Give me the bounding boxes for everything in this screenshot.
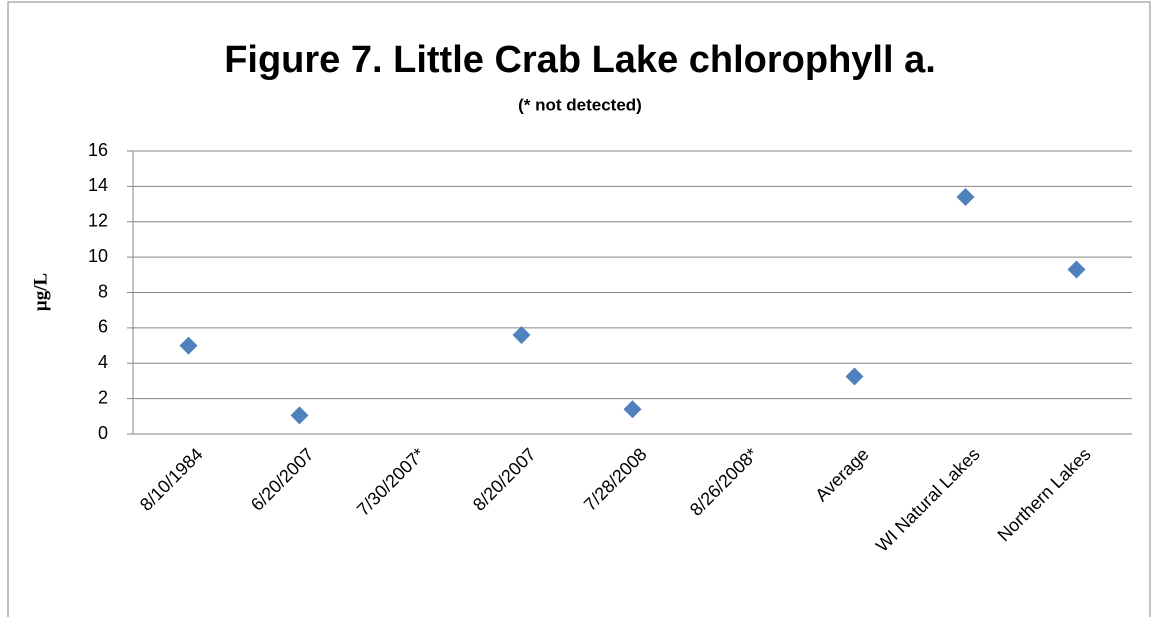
x-tick-label: 8/20/2007 <box>469 444 540 515</box>
marker <box>512 325 531 344</box>
y-axis-label: µg/L <box>30 273 51 311</box>
y-tick-label: 6 <box>98 317 108 337</box>
x-tick-label: Average <box>811 444 872 505</box>
x-tick-label: 7/28/2008 <box>580 444 651 515</box>
chart-border <box>7 1 1151 617</box>
marker <box>179 336 198 355</box>
y-tick-label: 12 <box>88 211 108 231</box>
marker <box>956 187 975 206</box>
chart-title: Figure 7. Little Crab Lake chlorophyll a… <box>224 39 936 81</box>
x-tick-label: WI Natural Lakes <box>872 444 984 556</box>
y-tick-label: 8 <box>98 281 108 301</box>
x-tick-label: 8/26/2008* <box>686 444 762 520</box>
x-tick-label: 8/10/1984 <box>136 444 207 515</box>
marker <box>1067 260 1086 279</box>
x-tick-label: Northern Lakes <box>994 444 1095 545</box>
y-tick-label: 4 <box>98 352 108 372</box>
y-tick-label: 14 <box>88 175 108 195</box>
y-tick-label: 16 <box>88 140 108 160</box>
marker <box>623 400 642 419</box>
x-tick-label: 7/30/2007* <box>353 444 429 520</box>
y-tick-label: 2 <box>98 387 108 407</box>
marker <box>290 406 309 425</box>
y-tick-label: 10 <box>88 246 108 266</box>
x-tick-label: 6/20/2007 <box>247 444 318 515</box>
marker <box>845 367 864 386</box>
chart-subtitle: (* not detected) <box>518 95 642 114</box>
y-tick-label: 0 <box>98 423 108 443</box>
